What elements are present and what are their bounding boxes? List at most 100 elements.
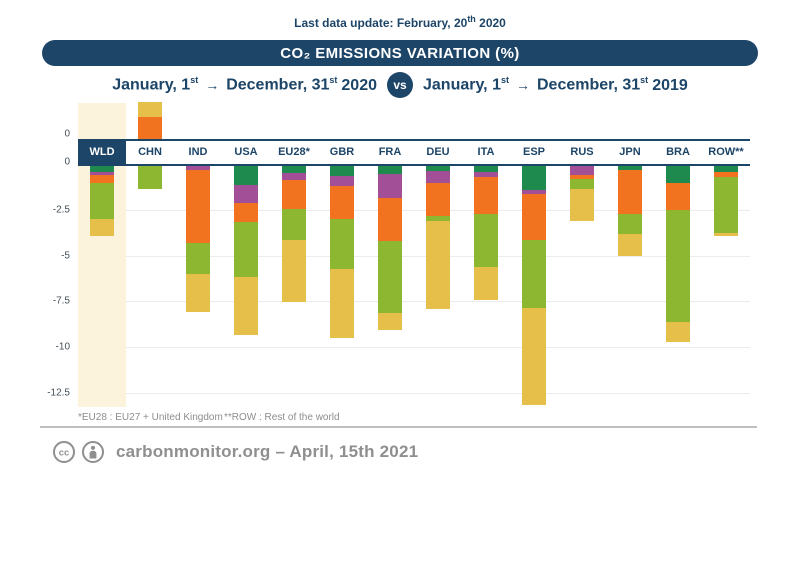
gridline — [78, 301, 750, 303]
bar-segment-ITA-purple — [474, 172, 498, 177]
bar-segment-ROW**-ltgreen — [714, 176, 738, 233]
gridline — [78, 392, 750, 394]
category-label-IND: IND — [188, 146, 208, 158]
bar-segment-USA-purple — [234, 185, 258, 203]
bar-segment-GBR-yellow — [330, 269, 354, 339]
category-band-top-border — [78, 139, 750, 141]
bar-segment-ESP-ltgreen — [522, 240, 546, 308]
axis-tick-label: -10 — [55, 341, 70, 353]
bar-segment-ITA-orange — [474, 176, 498, 214]
chart-title-banner: CO₂ EMISSIONS VARIATION (%) — [42, 40, 758, 66]
bar-segment-GBR-ltgreen — [330, 219, 354, 270]
category-label-BRA: BRA — [666, 146, 690, 158]
category-label-EU28*: EU28* — [278, 146, 310, 158]
bar-segment-BRA-yellow — [666, 321, 690, 342]
bar-segment-ROW**-teal — [714, 166, 738, 173]
category-band-bottom-border — [78, 164, 750, 166]
bar-segment-CHN-yellow — [138, 102, 162, 118]
bar-segment-ROW**-yellow — [714, 232, 738, 237]
bar-segment-DEU-purple — [426, 171, 450, 184]
category-band-background — [78, 141, 750, 164]
axis-tick-label: 0 — [64, 128, 70, 140]
category-label-GBR: GBR — [329, 146, 355, 158]
divider-line — [40, 426, 757, 428]
category-label-ESP: ESP — [522, 146, 545, 158]
bar-segment-EU28*-yellow — [282, 240, 306, 303]
footnote-eu28: *EU28 : EU27 + United Kingdom — [78, 412, 223, 423]
axis-tick-label: -12.5 — [47, 387, 70, 399]
bar-segment-BRA-ltgreen — [666, 209, 690, 322]
footnote-row: **ROW : Rest of the world — [224, 412, 340, 423]
attribution-person-icon — [82, 441, 104, 463]
bar-segment-WLD-purple — [90, 172, 114, 176]
bar-segment-DEU-yellow — [426, 220, 450, 309]
bar-segment-DEU-teal — [426, 166, 450, 172]
bar-segment-EU28*-orange — [282, 179, 306, 209]
bar-segment-JPN-teal — [618, 166, 642, 170]
category-label-RUS: RUS — [570, 146, 594, 158]
period-2019: January, 1st → December, 31st 2019 — [423, 75, 688, 94]
bar-segment-FRA-ltgreen — [378, 241, 402, 314]
category-label-DEU: DEU — [426, 146, 450, 158]
bar-segment-FRA-teal — [378, 166, 402, 175]
bar-segment-GBR-orange — [330, 186, 354, 220]
last-update-text: Last data update: February, 20 — [294, 16, 468, 30]
bar-segment-IND-yellow — [186, 273, 210, 313]
bar-segment-ITA-ltgreen — [474, 213, 498, 267]
last-update-note: Last data update: February, 20th 2020 — [0, 14, 800, 30]
period-2020: January, 1st → December, 31st 2020 — [112, 75, 377, 94]
category-label-USA: USA — [234, 146, 258, 158]
category-label-CHN: CHN — [138, 146, 162, 158]
cc-license-icon: cc — [53, 441, 75, 463]
bar-segment-WLD-orange — [90, 175, 114, 184]
bar-segment-USA-orange — [234, 202, 258, 222]
bar-segment-RUS-purple — [570, 166, 594, 176]
last-update-superscript: th — [467, 14, 476, 24]
last-update-year: 2020 — [475, 16, 506, 30]
bar-segment-EU28*-purple — [282, 173, 306, 180]
bar-segment-ITA-yellow — [474, 266, 498, 301]
bar-segment-ESP-teal — [522, 166, 546, 190]
gridline — [78, 347, 750, 348]
bar-segment-BRA-teal — [666, 166, 690, 184]
bar-segment-DEU-ltgreen — [426, 216, 450, 221]
bar-segment-USA-teal — [234, 166, 258, 186]
bar-segment-FRA-orange — [378, 198, 402, 242]
bar-segment-RUS-yellow — [570, 188, 594, 221]
bar-segment-JPN-orange — [618, 169, 642, 214]
gridline — [78, 255, 750, 257]
bar-segment-FRA-purple — [378, 174, 402, 199]
axis-tick-label: -5 — [61, 250, 70, 261]
category-label-JPN: JPN — [619, 146, 641, 158]
footer-attribution: cc carbonmonitor.org – April, 15th 2021 — [52, 440, 418, 464]
svg-text:cc: cc — [59, 448, 70, 459]
bar-segment-ESP-yellow — [522, 307, 546, 405]
arrow-right-icon: → — [205, 76, 220, 93]
bar-segment-EU28*-ltgreen — [282, 209, 306, 241]
bar-segment-WLD-ltgreen — [90, 183, 114, 220]
bar-segment-IND-orange — [186, 169, 210, 243]
bar-segment-RUS-ltgreen — [570, 178, 594, 189]
bar-segment-DEU-orange — [426, 183, 450, 217]
bar-segment-IND-purple — [186, 166, 210, 170]
category-label-ITA: ITA — [477, 146, 495, 158]
category-label-ROW**: ROW** — [708, 146, 744, 158]
vs-badge: vs — [387, 72, 413, 98]
bar-segment-ROW**-orange — [714, 172, 738, 177]
bar-segment-IND-ltgreen — [186, 242, 210, 274]
chart-title: CO₂ EMISSIONS VARIATION (%) — [280, 44, 520, 62]
bar-segment-CHN-orange — [138, 117, 162, 139]
bar-segment-JPN-ltgreen — [618, 213, 642, 234]
bar-segment-WLD-teal — [90, 166, 114, 173]
bar-segment-GBR-teal — [330, 166, 354, 177]
category-label-FRA: FRA — [378, 146, 402, 158]
arrow-right-icon: → — [515, 76, 530, 93]
source-credit: carbonmonitor.org – April, 15th 2021 — [116, 442, 419, 461]
axis-tick-label: 0 — [64, 156, 70, 168]
bar-segment-ESP-orange — [522, 194, 546, 241]
bar-segment-FRA-yellow — [378, 313, 402, 330]
bar-segment-USA-ltgreen — [234, 221, 258, 277]
bar-segment-RUS-orange — [570, 175, 594, 179]
bar-segment-WLD-yellow — [90, 219, 114, 237]
